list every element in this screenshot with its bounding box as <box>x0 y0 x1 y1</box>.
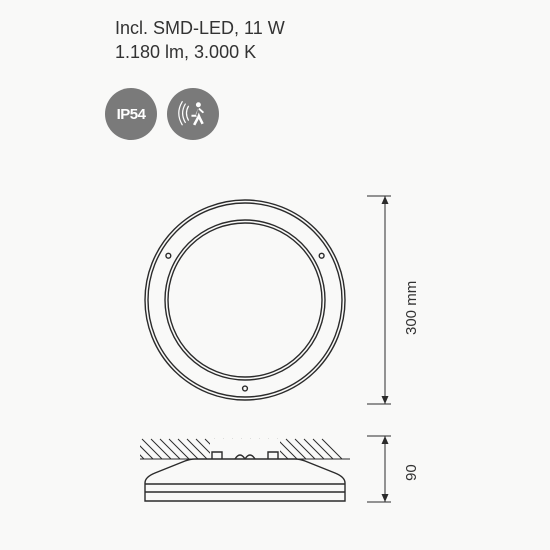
side-view-drawing <box>140 435 350 503</box>
badges-row: IP54 <box>105 88 219 140</box>
dimension-height-label: 90 <box>403 464 420 481</box>
side-view-svg <box>140 435 350 503</box>
dimension-diameter: 300 mm <box>367 195 409 405</box>
spec-line-1: Incl. SMD-LED, 11 W <box>115 16 285 40</box>
front-view-drawing <box>140 195 350 405</box>
motion-sensor-badge <box>167 88 219 140</box>
spec-text: Incl. SMD-LED, 11 W 1.180 lm, 3.000 K <box>115 16 285 65</box>
ip-rating-label: IP54 <box>117 106 146 123</box>
dimension-height: 90 <box>367 435 409 503</box>
spec-line-2: 1.180 lm, 3.000 K <box>115 40 285 64</box>
motion-sensor-icon <box>173 94 213 134</box>
dimension-diameter-label: 300 mm <box>403 281 420 335</box>
ip-rating-badge: IP54 <box>105 88 157 140</box>
front-view-svg <box>140 195 350 405</box>
